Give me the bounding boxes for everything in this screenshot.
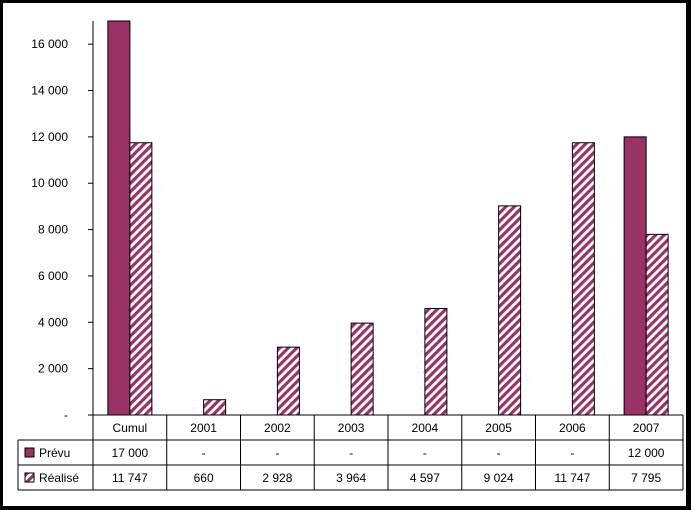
y-tick-label: 8 000 bbox=[38, 223, 68, 237]
legend-label-prevu: Prévu bbox=[39, 446, 70, 460]
data-label: 12 000 bbox=[628, 446, 665, 460]
bar-realise-2001 bbox=[203, 399, 227, 416]
data-label: 17 000 bbox=[112, 446, 149, 460]
bar-chart: - 2 000 4 000 6 000 8 000 10 000 12 000 14 000 1… bbox=[17, 20, 684, 491]
data-label: 9 024 bbox=[484, 471, 514, 485]
y-tick-label: 2 000 bbox=[38, 362, 68, 376]
chart-frame: - 2 000 4 000 6 000 8 000 10 000 12 000 14 000 1… bbox=[3, 3, 686, 506]
data-label: 3 964 bbox=[336, 471, 366, 485]
category-label: 2003 bbox=[338, 421, 365, 435]
category-label: 2002 bbox=[264, 421, 291, 435]
data-label: 11 747 bbox=[554, 471, 590, 485]
bar-prevu-2007 bbox=[623, 136, 647, 416]
bar-realise-2005 bbox=[498, 205, 522, 416]
data-label: 11 747 bbox=[112, 471, 148, 485]
bar-realise-Cumul bbox=[129, 142, 153, 416]
plot-area: - 2 000 4 000 6 000 8 000 10 000 12 000 14 000 1… bbox=[31, 20, 669, 422]
y-tick-label: 14 000 bbox=[31, 84, 68, 98]
legend-key-prevu bbox=[24, 447, 35, 458]
y-tick-label: 10 000 bbox=[31, 176, 68, 190]
data-label: - bbox=[497, 446, 501, 460]
data-label: 660 bbox=[194, 471, 214, 485]
y-tick-label: 4 000 bbox=[38, 315, 68, 329]
category-label: Cumul bbox=[113, 421, 148, 435]
y-tick-label: 6 000 bbox=[38, 269, 68, 283]
data-label: - bbox=[423, 446, 427, 460]
bar-realise-2006 bbox=[571, 142, 595, 416]
data-label: 4 597 bbox=[410, 471, 440, 485]
data-label: - bbox=[202, 446, 206, 460]
y-tick-label: 16 000 bbox=[31, 37, 68, 51]
bar-realise-2007 bbox=[645, 233, 669, 416]
category-label: 2001 bbox=[190, 421, 217, 435]
legend-key-realise bbox=[24, 472, 35, 483]
category-label: 2004 bbox=[412, 421, 439, 435]
bar-realise-2004 bbox=[424, 307, 448, 416]
legend-label-realise: Réalisé bbox=[39, 471, 79, 485]
data-label: - bbox=[349, 446, 353, 460]
y-tick-label: 12 000 bbox=[31, 130, 68, 144]
bar-prevu-Cumul bbox=[107, 20, 131, 416]
y-tick-label: - bbox=[64, 408, 68, 422]
data-label: 7 795 bbox=[631, 471, 661, 485]
category-label: 2006 bbox=[559, 421, 586, 435]
bar-realise-2003 bbox=[350, 322, 374, 416]
data-label: 2 928 bbox=[262, 471, 292, 485]
category-label: 2007 bbox=[633, 421, 660, 435]
bar-realise-2002 bbox=[276, 346, 300, 416]
data-label: - bbox=[275, 446, 279, 460]
data-table: Cumul 2001 2002 2003 2004 2005 2006 2007 Prévu 17… bbox=[17, 414, 684, 491]
category-label: 2005 bbox=[485, 421, 512, 435]
data-label: - bbox=[570, 446, 574, 460]
